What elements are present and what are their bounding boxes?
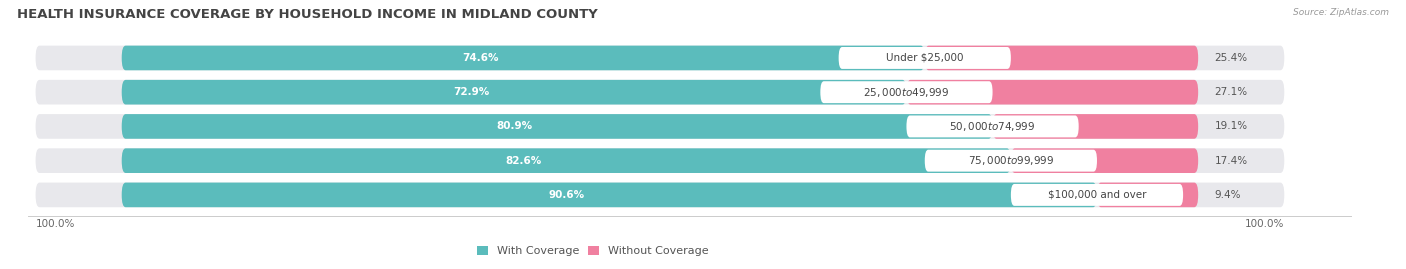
Text: 19.1%: 19.1% bbox=[1215, 121, 1247, 132]
Text: 82.6%: 82.6% bbox=[505, 156, 541, 166]
FancyBboxPatch shape bbox=[122, 46, 925, 70]
Text: $50,000 to $74,999: $50,000 to $74,999 bbox=[949, 120, 1036, 133]
Text: 27.1%: 27.1% bbox=[1215, 87, 1247, 97]
FancyBboxPatch shape bbox=[838, 47, 1011, 69]
Text: 17.4%: 17.4% bbox=[1215, 156, 1247, 166]
Text: Under $25,000: Under $25,000 bbox=[886, 53, 963, 63]
Text: 100.0%: 100.0% bbox=[35, 219, 75, 229]
FancyBboxPatch shape bbox=[35, 80, 1284, 105]
Text: 100.0%: 100.0% bbox=[1244, 219, 1284, 229]
Text: 74.6%: 74.6% bbox=[463, 53, 498, 63]
Text: 80.9%: 80.9% bbox=[496, 121, 531, 132]
FancyBboxPatch shape bbox=[35, 148, 1284, 173]
FancyBboxPatch shape bbox=[1011, 184, 1182, 206]
Text: 9.4%: 9.4% bbox=[1215, 190, 1241, 200]
FancyBboxPatch shape bbox=[122, 148, 1011, 173]
FancyBboxPatch shape bbox=[35, 183, 1284, 207]
FancyBboxPatch shape bbox=[122, 114, 993, 139]
FancyBboxPatch shape bbox=[35, 114, 1284, 139]
FancyBboxPatch shape bbox=[907, 115, 1078, 137]
FancyBboxPatch shape bbox=[993, 114, 1198, 139]
FancyBboxPatch shape bbox=[907, 80, 1198, 105]
FancyBboxPatch shape bbox=[1011, 148, 1198, 173]
Text: $75,000 to $99,999: $75,000 to $99,999 bbox=[967, 154, 1054, 167]
Text: Source: ZipAtlas.com: Source: ZipAtlas.com bbox=[1294, 8, 1389, 17]
FancyBboxPatch shape bbox=[35, 46, 1284, 70]
Text: HEALTH INSURANCE COVERAGE BY HOUSEHOLD INCOME IN MIDLAND COUNTY: HEALTH INSURANCE COVERAGE BY HOUSEHOLD I… bbox=[17, 8, 598, 21]
Legend: With Coverage, Without Coverage: With Coverage, Without Coverage bbox=[477, 246, 709, 256]
FancyBboxPatch shape bbox=[820, 81, 993, 103]
Text: 90.6%: 90.6% bbox=[548, 190, 585, 200]
Text: $100,000 and over: $100,000 and over bbox=[1047, 190, 1146, 200]
FancyBboxPatch shape bbox=[122, 183, 1097, 207]
FancyBboxPatch shape bbox=[925, 46, 1198, 70]
FancyBboxPatch shape bbox=[925, 150, 1097, 172]
FancyBboxPatch shape bbox=[122, 80, 907, 105]
Text: 72.9%: 72.9% bbox=[453, 87, 489, 97]
Text: $25,000 to $49,999: $25,000 to $49,999 bbox=[863, 86, 949, 99]
Text: 25.4%: 25.4% bbox=[1215, 53, 1247, 63]
FancyBboxPatch shape bbox=[1097, 183, 1198, 207]
